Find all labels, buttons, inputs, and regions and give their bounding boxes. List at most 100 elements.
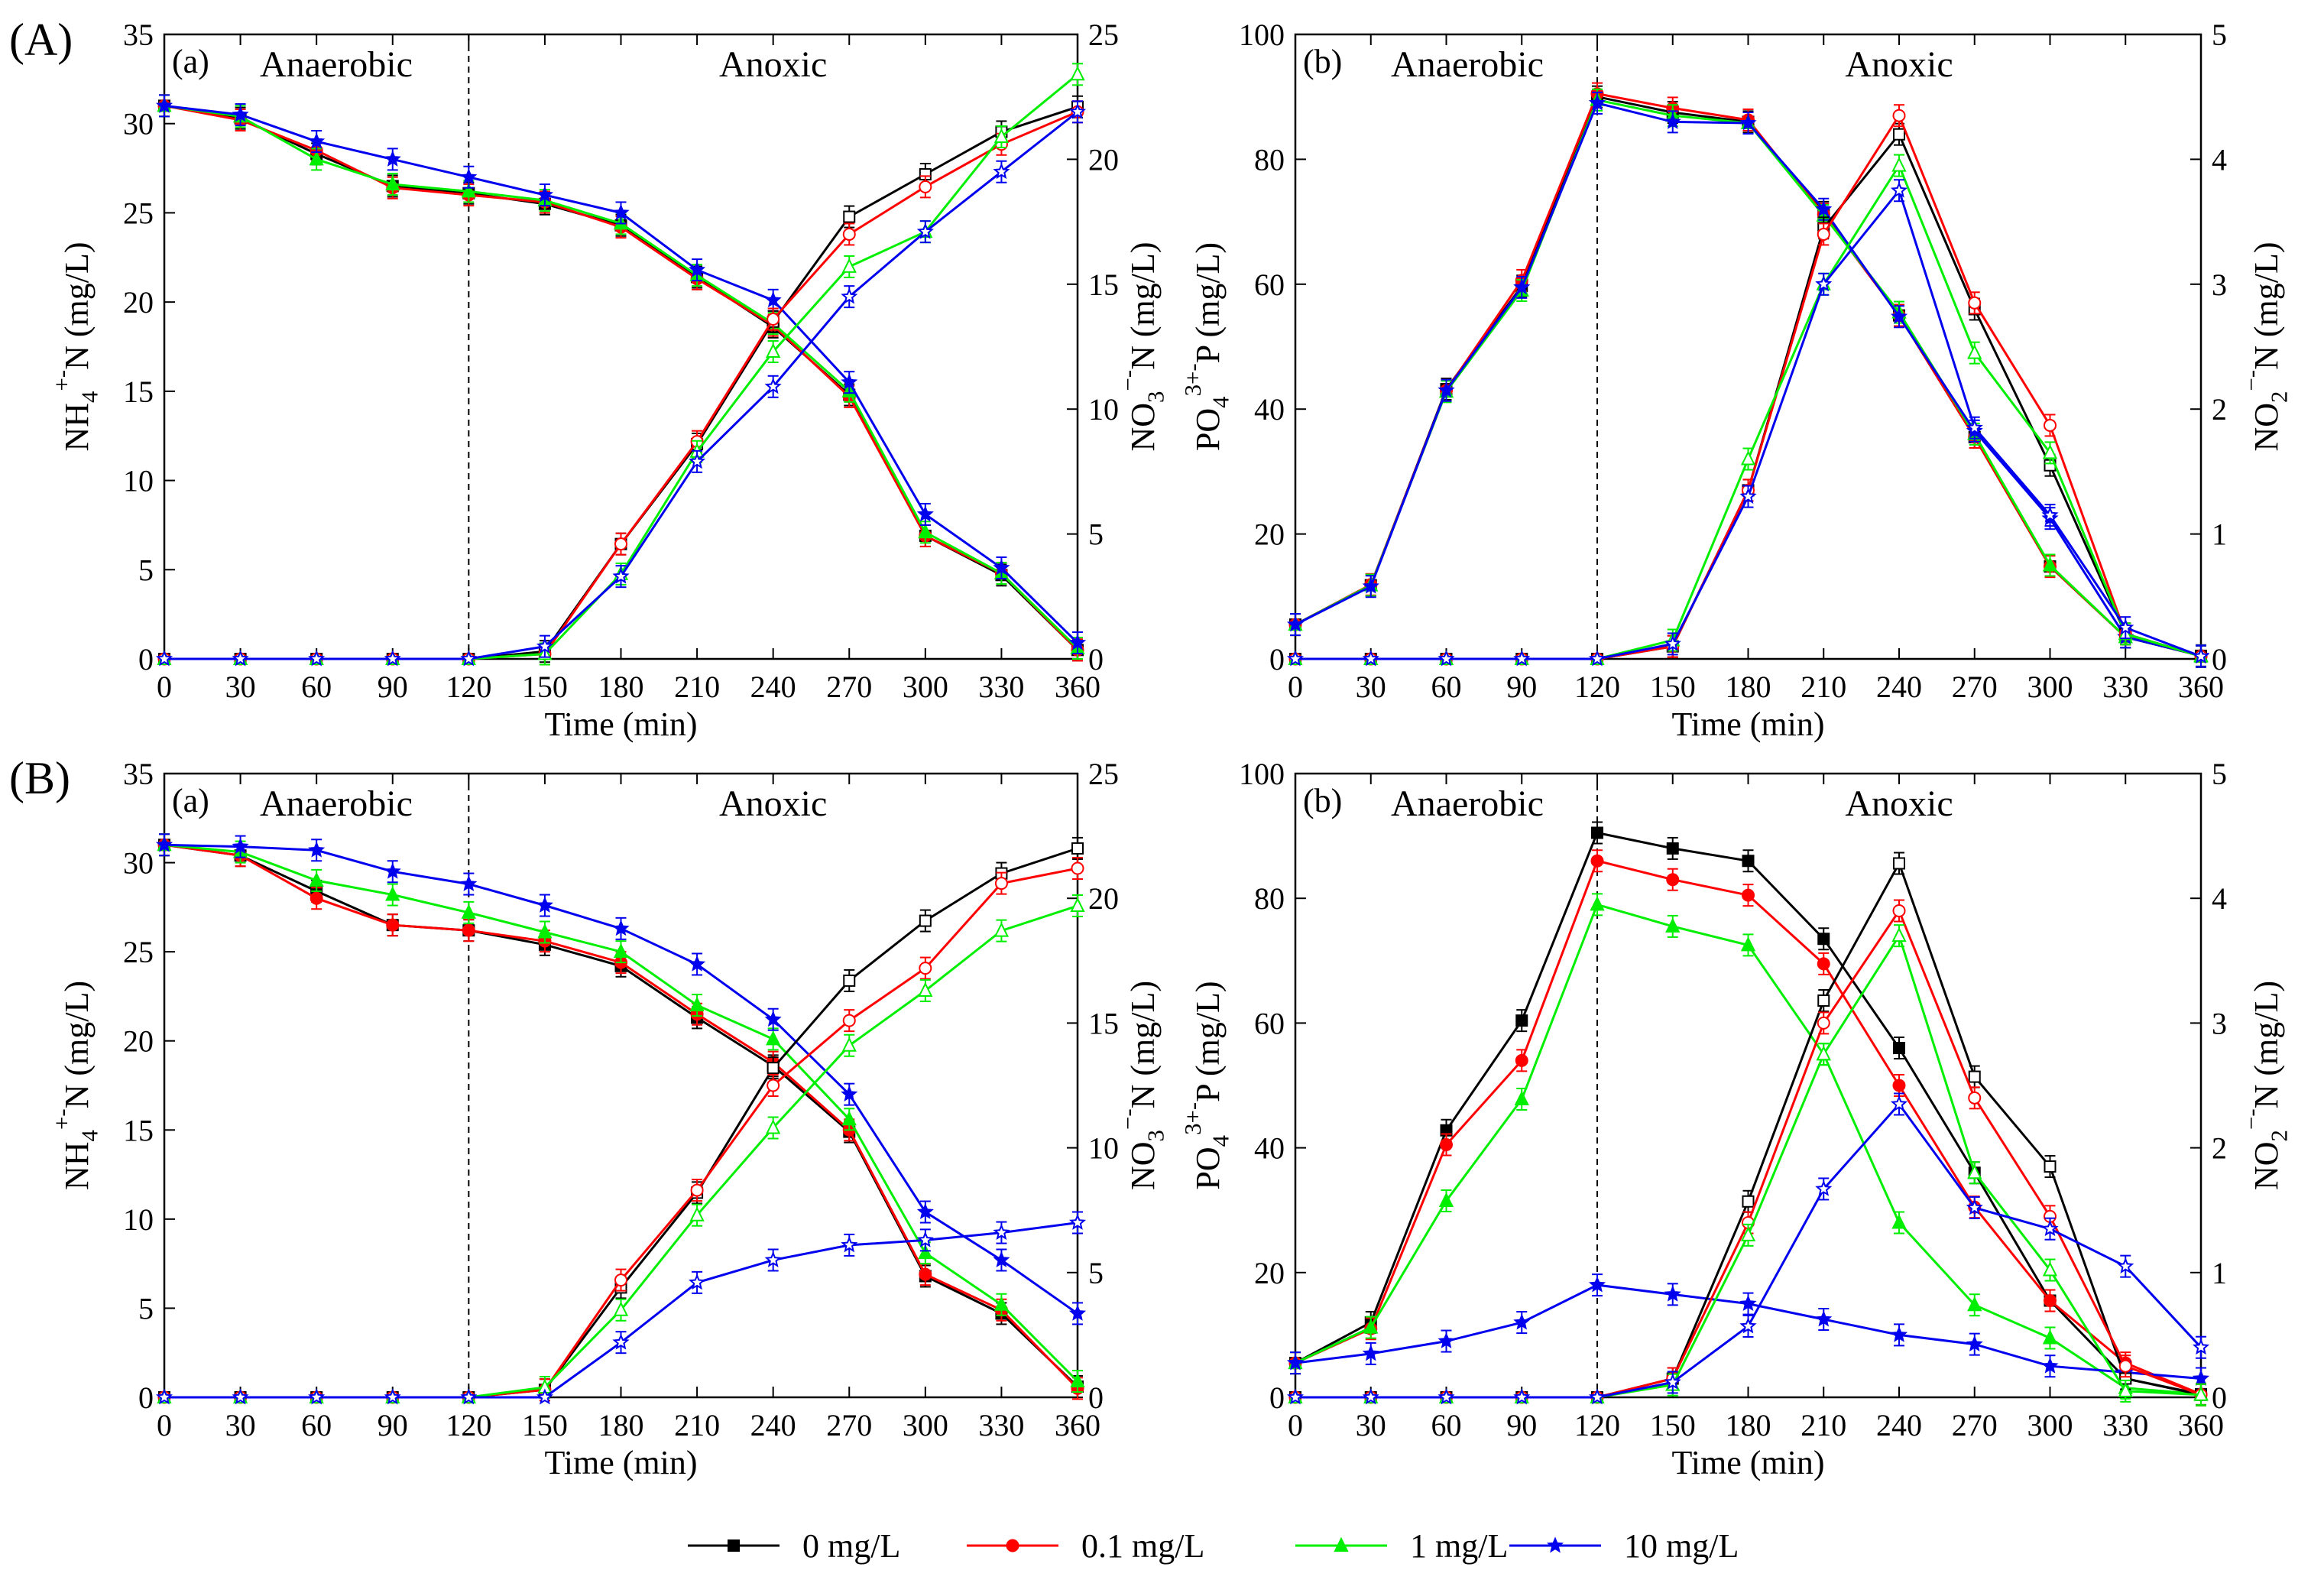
y2-tick-label: 0 [1088,1380,1104,1415]
data-point [918,981,933,997]
y-tick-label: 0 [138,1380,154,1415]
data-point [460,168,478,185]
x-tick-label: 30 [1356,670,1386,704]
data-point [2192,1338,2210,1355]
data-point [384,1388,401,1405]
data-point [385,175,400,191]
data-point [1438,381,1455,398]
data-point [841,1111,857,1126]
data-point [613,942,629,959]
data-point [1070,897,1085,912]
data-point [1739,488,1757,504]
data-point [1967,344,1982,359]
data-point [842,1014,856,1027]
data-point [2042,444,2058,459]
y2-tick-label: 15 [1088,268,1119,302]
phase-label-anaerobic: Anaerobic [1391,784,1544,824]
legend-label: 0 mg/L [802,1527,900,1565]
x-tick-label: 210 [1801,670,1846,704]
series-line [1295,188,2202,660]
data-point [1665,917,1681,933]
x-tick-label: 90 [378,670,408,704]
data-point [1666,873,1680,887]
x-tick-label: 0 [1288,1408,1303,1442]
data-point [232,838,249,855]
data-point [841,287,858,304]
data-point [1739,1317,1757,1334]
y2-tick-label: 25 [1088,757,1119,791]
data-point [1815,275,1833,292]
data-point [1817,227,1830,241]
data-point [918,1244,933,1260]
x-tick-label: 360 [1055,1408,1100,1442]
x-tick-label: 240 [1876,670,1922,704]
y2-tick-label: 10 [1088,392,1119,427]
data-point [1967,1296,1982,1312]
data-point [1362,1345,1379,1361]
x-tick-label: 330 [978,670,1024,704]
data-point [1890,307,1908,324]
data-point [2042,556,2058,572]
data-point [310,891,323,905]
x-tick-label: 150 [522,670,568,704]
data-point [2193,1386,2209,1401]
data-point [232,650,249,667]
y-tick-label: 60 [1254,268,1285,302]
data-point [689,996,705,1012]
data-point [1892,904,1906,918]
data-point [1515,1014,1528,1027]
series-NO2N-1mgL [1288,154,2209,668]
data-point [2117,1257,2134,1274]
series-line [164,104,1079,644]
series-line [1295,163,2202,660]
x-tick-label: 300 [903,1408,948,1442]
data-point [1513,1313,1531,1330]
data-point [1966,1335,1983,1352]
data-point [2041,506,2059,523]
data-point [689,955,706,972]
x-tick-label: 270 [1952,670,1998,704]
y-tick-label: 10 [123,464,154,498]
data-point [1068,1304,1087,1321]
x-axis-label: Time (min) [1671,1444,1824,1481]
data-point [1071,842,1084,855]
data-point [612,1333,630,1350]
y2-tick-label: 4 [2212,881,2227,916]
data-point [764,1251,782,1267]
x-tick-label: 180 [1726,670,1771,704]
series-NO2N-10mgL [1286,179,2210,668]
data-point [1070,1372,1085,1388]
y-tick-label: 100 [1239,757,1285,791]
data-point [232,105,249,122]
data-point [1966,419,1983,436]
data-point [1588,1388,1606,1405]
phase-label-anaerobic: Anaerobic [1391,44,1544,85]
y-tick-label: 30 [123,846,154,881]
data-point [1967,1164,1982,1179]
y2-tick-label: 5 [2212,757,2227,791]
data-point [1664,1373,1681,1390]
data-point [919,914,932,927]
data-point [993,559,1010,576]
phase-label-anaerobic: Anaerobic [260,44,413,85]
data-point [1068,102,1087,119]
x-tick-label: 120 [446,1408,491,1442]
y2-tick-label: 0 [2212,1380,2227,1415]
series-line [164,843,1078,1315]
data-point [916,1231,934,1247]
y2-tick-label: 2 [2212,392,2227,427]
panel-label: (a) [172,782,209,819]
x-tick-label: 270 [826,670,872,704]
x-tick-label: 30 [225,670,256,704]
phase-label-anoxic: Anoxic [1845,784,1953,824]
y-tick-label: 15 [123,375,154,409]
data-point [2041,1220,2059,1237]
data-point [764,1011,782,1027]
data-point [1742,855,1755,868]
data-point [308,841,326,858]
data-point [2044,1160,2057,1173]
y-tick-label: 20 [123,1024,154,1059]
y-tick-label: 35 [123,18,154,52]
data-point [1071,861,1084,875]
series-line [1295,92,2202,657]
